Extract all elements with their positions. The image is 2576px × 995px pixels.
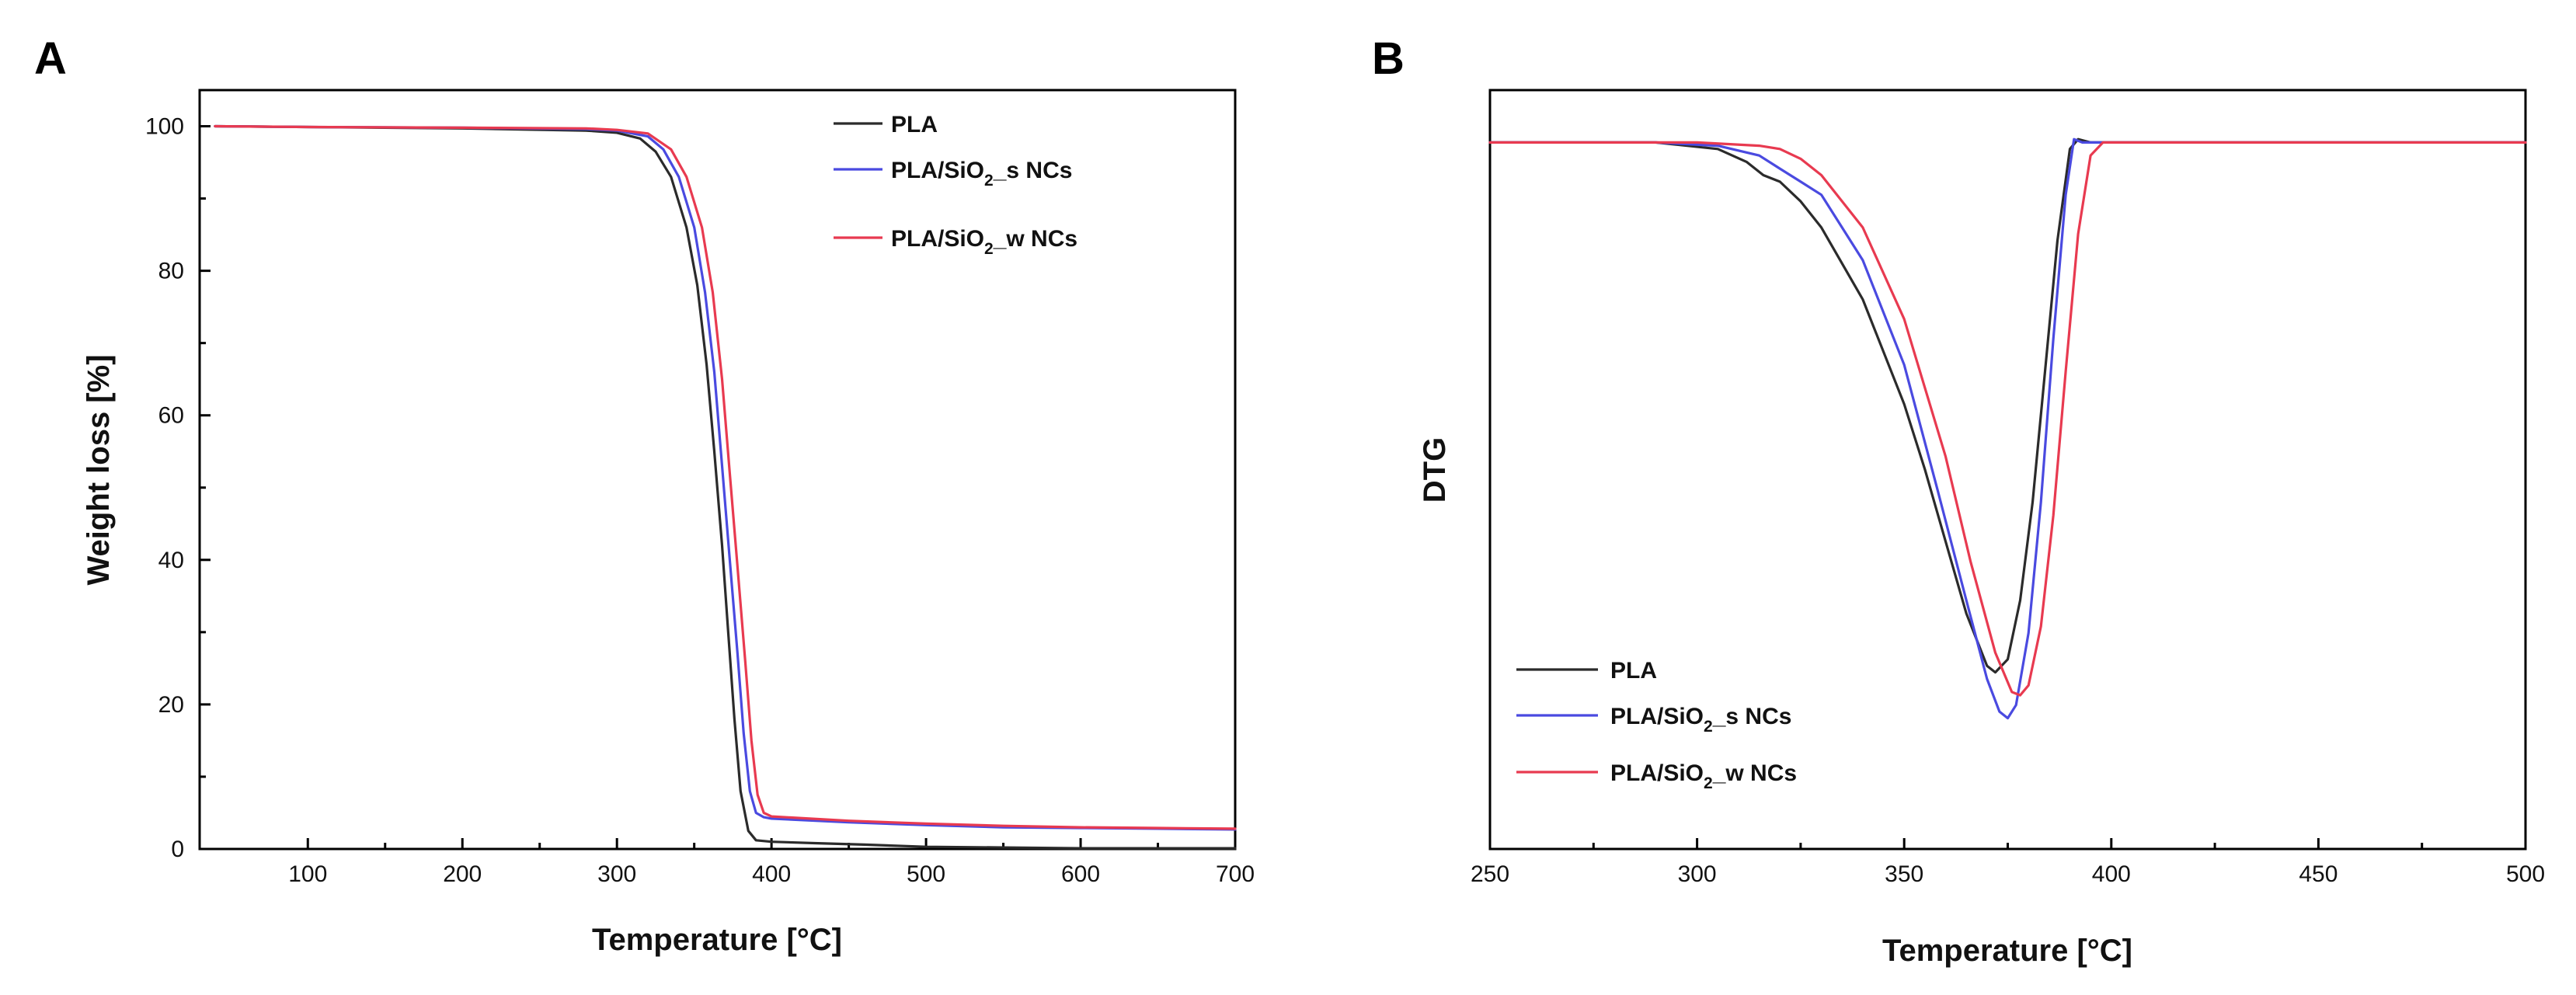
chart-a-frame [198, 89, 1237, 851]
x-tick-label: 250 [1471, 861, 1509, 887]
x-tick-label: 350 [1885, 861, 1923, 887]
series-line-pla-sio2-w-ncs [1488, 141, 2527, 697]
chart-b-x-axis-title: Temperature [°C] [1882, 934, 2132, 968]
chart-a: 100 200 300 400 500 600 700 0 20 40 60 80 100 Tempe… [82, 89, 1255, 957]
x-tick-label: 600 [1061, 861, 1100, 887]
legend-label-pla-sio2-s: PLA/SiO2_s NCs [891, 158, 1072, 190]
x-tick-label: 300 [1678, 861, 1717, 887]
x-tick-label: 450 [2299, 861, 2338, 887]
x-tick-label: 200 [443, 861, 482, 887]
x-tick-label: 700 [1216, 861, 1255, 887]
legend-label-pla-b: PLA [1610, 658, 1657, 684]
series-line-pla-sio2-w-ncs [214, 124, 1237, 830]
x-tick-label: 400 [752, 861, 791, 887]
chart-a-plot-area [214, 124, 1237, 850]
chart-b-x-axis: 250 300 350 400 450 500 [1471, 838, 2545, 887]
legend-label-pla-sio2-w: PLA/SiO2_w NCs [891, 226, 1077, 258]
chart-b-y-axis-title: DTG [1418, 437, 1452, 503]
legend-label-pla: PLA [891, 112, 938, 137]
x-tick-label: 100 [288, 861, 327, 887]
y-tick-label: 20 [158, 692, 184, 718]
chart-a-x-axis: 100 200 300 400 500 600 700 [288, 838, 1255, 887]
x-tick-label: 400 [2092, 861, 2131, 887]
legend-label-pla-sio2-s-b: PLA/SiO2_s NCs [1610, 704, 1791, 736]
legend-label-pla-sio2-w-b: PLA/SiO2_w NCs [1610, 760, 1797, 792]
chart-a-y-axis-title: Weight loss [%] [82, 354, 116, 585]
y-tick-label: 60 [158, 403, 184, 429]
chart-a-y-axis: 0 20 40 60 80 100 [145, 114, 211, 862]
chart-b-plot-area [1488, 137, 2527, 720]
panel-label-a: A [34, 33, 67, 84]
x-tick-label: 500 [2506, 861, 2545, 887]
chart-a-x-axis-title: Temperature [°C] [592, 923, 842, 957]
y-tick-label: 100 [145, 114, 184, 140]
y-tick-label: 80 [158, 259, 184, 284]
chart-b-frame [1488, 89, 2527, 851]
y-tick-label: 0 [171, 837, 184, 862]
series-line-pla-sio2-s-ncs [214, 124, 1237, 831]
chart-b: 250 300 350 400 450 500 Temperature [°C] DTG … [1418, 89, 2545, 968]
x-tick-label: 300 [597, 861, 636, 887]
chart-a-legend: PLA PLA/SiO2_s NCs PLA/SiO2_w NCs [834, 112, 1077, 258]
x-tick-label: 500 [907, 861, 945, 887]
series-line-pla [214, 124, 1237, 850]
y-tick-label: 40 [158, 548, 184, 573]
series-line-pla-sio2-s-ncs [1488, 137, 2527, 720]
chart-b-legend: PLA PLA/SiO2_s NCs PLA/SiO2_w NCs [1516, 658, 1797, 792]
panel-label-b: B [1372, 33, 1405, 84]
series-line-pla [1488, 137, 2527, 674]
